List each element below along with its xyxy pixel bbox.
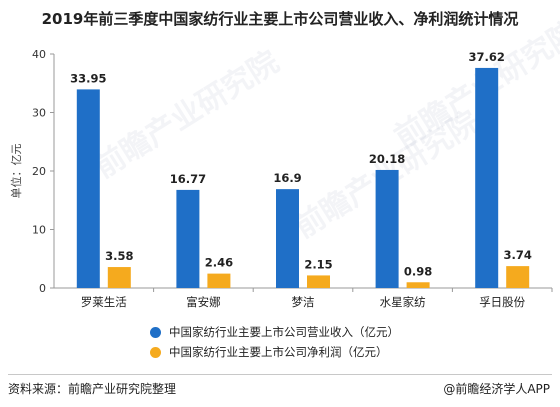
- x-tick-label: 水星家纺: [380, 295, 426, 309]
- y-axis-label: 单位：亿元: [9, 144, 23, 199]
- legend-swatch-profit: [150, 346, 161, 358]
- data-label-revenue: 16.9: [273, 171, 301, 185]
- bar-revenue: [76, 89, 100, 288]
- legend-item-revenue: 中国家纺行业主要上市公司营业收入（亿元）: [150, 322, 399, 342]
- data-label-profit: 3.58: [105, 249, 133, 263]
- bar-profit: [107, 267, 131, 288]
- bar-profit: [307, 275, 330, 288]
- legend-item-profit: 中国家纺行业主要上市公司净利润（亿元）: [150, 342, 399, 362]
- data-label-revenue: 20.18: [369, 152, 405, 166]
- y-tick-label: 20: [32, 165, 46, 178]
- footer-divider: [8, 374, 552, 375]
- bar-revenue: [276, 189, 299, 288]
- data-label-revenue: 37.62: [469, 50, 505, 64]
- x-tick-label: 罗莱生活: [81, 295, 127, 309]
- bar-profit: [506, 266, 530, 288]
- bar-revenue: [176, 189, 200, 288]
- data-label-profit: 2.46: [205, 256, 233, 270]
- data-label-profit: 2.15: [304, 257, 332, 271]
- y-tick-label: 40: [32, 48, 46, 61]
- bar-profit: [406, 282, 430, 288]
- y-tick-label: 30: [32, 107, 46, 120]
- chart-title: 2019年前三季度中国家纺行业主要上市公司营业收入、净利润统计情况: [41, 10, 519, 28]
- legend-label-revenue: 中国家纺行业主要上市公司营业收入（亿元）: [169, 325, 399, 339]
- data-label-revenue: 33.95: [70, 71, 106, 85]
- bar-chart: 0 10 20 30 40 单位：亿元 33.95 3.58 罗莱生活 16.77 2.46 富安娜 1…: [9, 48, 553, 309]
- footer: 资料来源：前瞻产业研究院整理 @前瞻经济学人APP: [0, 372, 560, 407]
- y-tick-label: 0: [39, 282, 46, 295]
- bar-revenue: [475, 67, 499, 288]
- x-tick-label: 梦洁: [292, 295, 315, 309]
- bar-revenue: [375, 169, 399, 288]
- x-tick-label: 富安娜: [186, 295, 221, 309]
- source-note: 资料来源：前瞻产业研究院整理: [8, 382, 177, 396]
- legend: 中国家纺行业主要上市公司营业收入（亿元） 中国家纺行业主要上市公司净利润（亿元）: [150, 322, 399, 362]
- y-tick-label: 10: [32, 224, 46, 237]
- x-tick-label: 孚日股份: [479, 295, 525, 309]
- bar-profit: [207, 273, 231, 288]
- data-label-revenue: 16.77: [170, 172, 206, 186]
- data-label-profit: 3.74: [504, 248, 532, 262]
- brand-credit: @前瞻经济学人APP: [443, 382, 550, 396]
- data-label-profit: 0.98: [404, 264, 432, 278]
- legend-label-profit: 中国家纺行业主要上市公司净利润（亿元）: [169, 345, 388, 359]
- legend-swatch-revenue: [150, 326, 161, 338]
